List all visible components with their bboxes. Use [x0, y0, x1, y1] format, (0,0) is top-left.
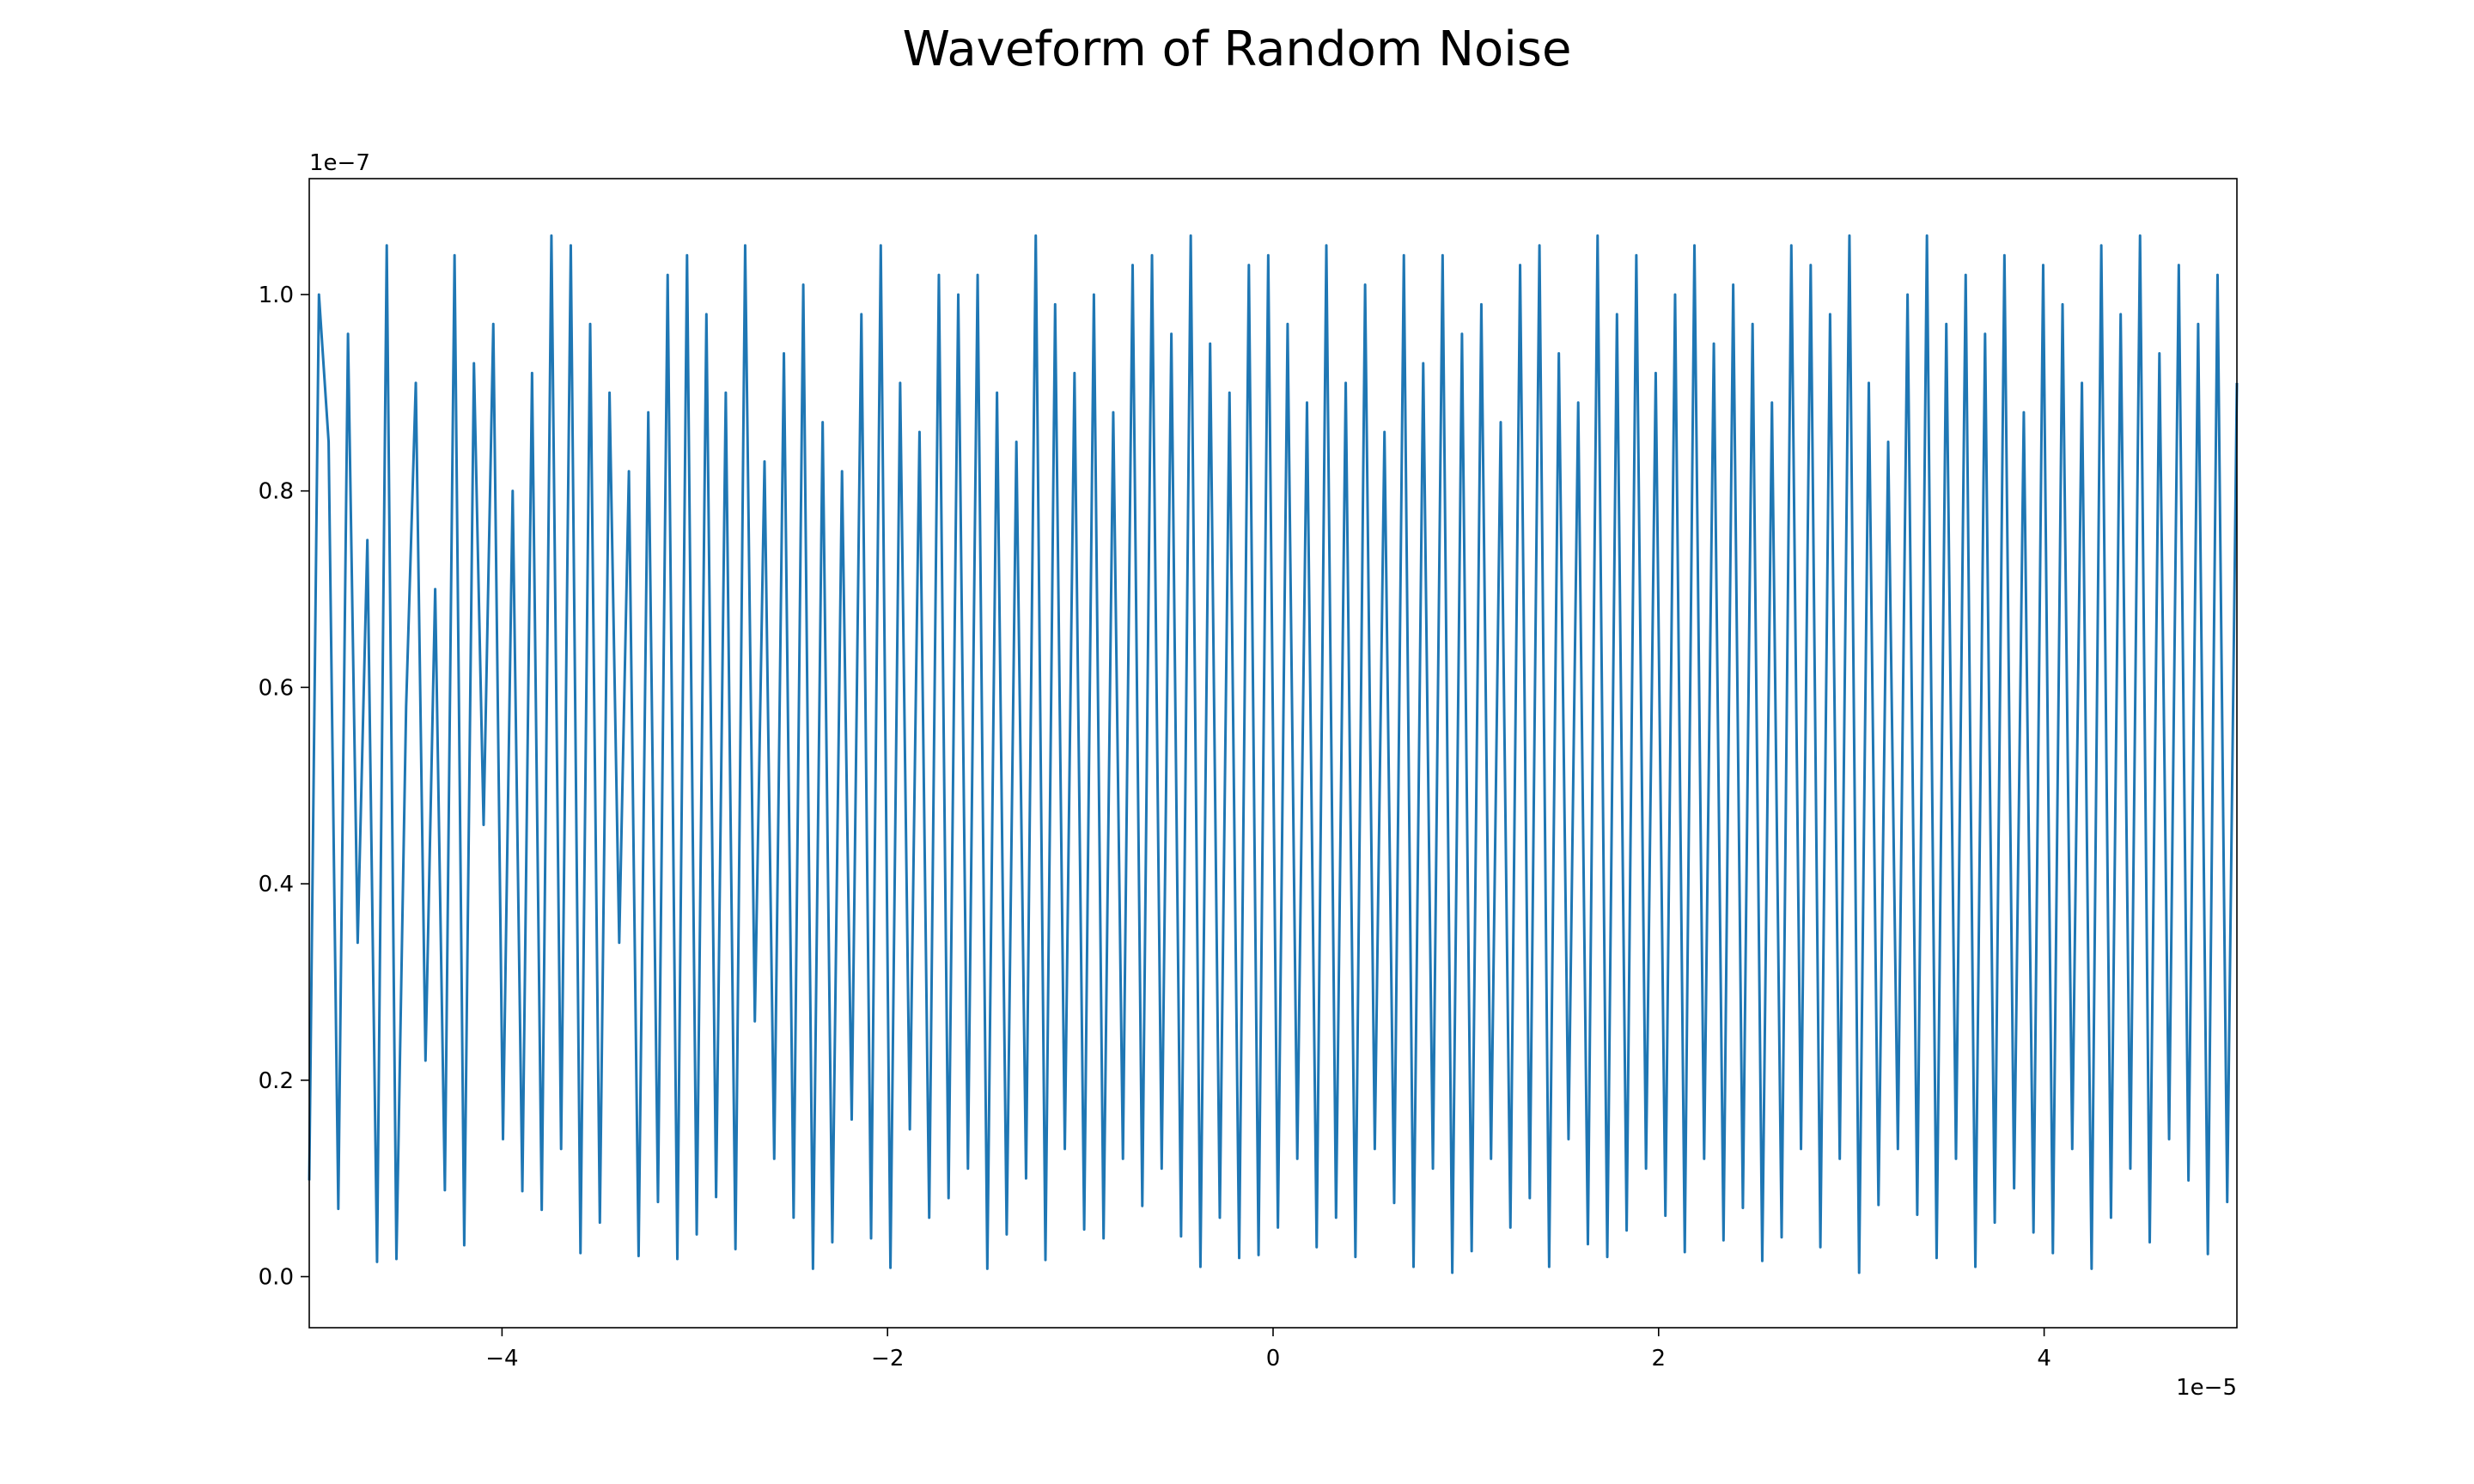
x-tick-label-2: 0 — [1266, 1346, 1281, 1371]
chart-title: Waveform of Random Noise — [903, 21, 1572, 77]
y-tick-label-2: 0.4 — [259, 872, 294, 897]
y-axis-ticks: 0.0 0.2 0.4 0.6 0.8 1.0 — [259, 283, 309, 1291]
y-axis-offset-label: 1e−7 — [309, 150, 370, 176]
x-axis-ticks: −4 −2 0 2 4 — [485, 1328, 2051, 1371]
y-tick-label-0: 0.0 — [259, 1265, 294, 1291]
x-tick-label-1: −2 — [871, 1346, 904, 1371]
y-tick-label-1: 0.2 — [259, 1068, 294, 1094]
series-line-0 — [308, 234, 2239, 1274]
series-group — [308, 234, 2239, 1274]
y-tick-label-3: 0.6 — [259, 675, 294, 701]
x-tick-label-3: 2 — [1652, 1346, 1667, 1371]
y-tick-label-4: 0.8 — [259, 479, 294, 505]
x-tick-label-4: 4 — [2037, 1346, 2051, 1371]
x-axis-offset-label: 1e−5 — [2176, 1375, 2237, 1401]
x-tick-label-0: −4 — [485, 1346, 518, 1371]
y-tick-label-5: 1.0 — [259, 283, 294, 308]
